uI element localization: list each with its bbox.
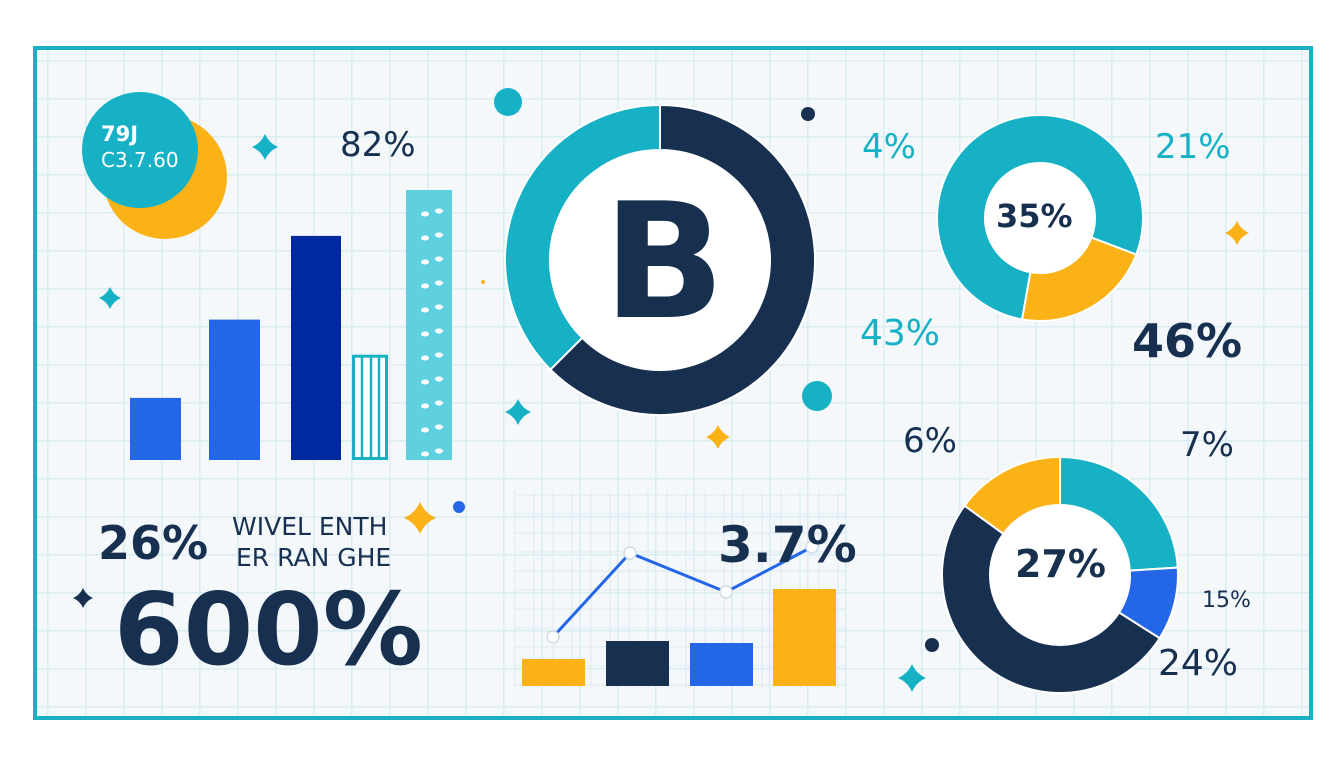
decor-dot — [801, 107, 815, 121]
donut-label-43: 43% — [860, 313, 941, 354]
bar-dot — [435, 208, 443, 214]
sparkle-icon — [99, 287, 121, 309]
bar-dot — [421, 427, 429, 433]
combo-bar-1 — [606, 641, 669, 686]
bar-dot — [421, 451, 429, 457]
bottom-right-donut-slice-2 — [941, 504, 1162, 694]
sparkle-icon — [505, 399, 531, 425]
sparkle-icon — [1225, 221, 1249, 245]
center-donut-hole — [551, 151, 769, 369]
decor-dot — [453, 501, 465, 513]
bottom-right-donut-slice-3 — [963, 455, 1061, 536]
bar-dot — [421, 379, 429, 385]
bottom-right-donut-hole — [991, 506, 1129, 644]
bar-dot — [421, 283, 429, 289]
sparkle-icon — [252, 134, 278, 160]
decor-circle — [494, 88, 522, 116]
bar-dot — [421, 403, 429, 409]
donut-center-letter: B — [603, 168, 725, 355]
bar-dot — [435, 280, 443, 286]
donut-label-24: 24% — [1158, 643, 1239, 684]
bar-0 — [130, 397, 181, 460]
bar-dot — [435, 424, 443, 430]
bar-dot — [435, 328, 443, 334]
donut-label-46: 46% — [1132, 314, 1243, 368]
combo-bar-3 — [773, 589, 836, 686]
bar-dot — [421, 307, 429, 313]
badge-line2: C3.7.60 — [101, 148, 179, 172]
decor-dot — [481, 280, 485, 284]
caption-line2: ER RAN GHE — [236, 543, 392, 572]
combo-line — [551, 545, 813, 639]
top-right-donut-hole — [986, 164, 1094, 272]
bar-dot — [435, 376, 443, 382]
combo-line-point-3 — [805, 540, 819, 554]
bar-dot — [421, 355, 429, 361]
bar-dot — [421, 259, 429, 265]
top-right-donut-slice-0 — [936, 114, 1144, 321]
combo-line-point-2 — [719, 585, 733, 599]
bar-dot — [435, 256, 443, 262]
stat-big: 600% — [114, 571, 423, 688]
decor-dot — [925, 638, 939, 652]
donut-label-6: 6% — [903, 421, 957, 461]
line-chart-label: 3.7% — [718, 516, 857, 574]
bar-2 — [291, 235, 341, 460]
combo-bar-0 — [522, 659, 585, 686]
sparkle-icon — [73, 588, 93, 608]
bar-dot — [421, 331, 429, 337]
top-right-donut-slice-1 — [1020, 236, 1138, 322]
center-donut-slice-0 — [548, 103, 816, 416]
caption-line1: WIVEL ENTH — [232, 512, 388, 541]
combo-line-point-1 — [623, 546, 637, 560]
bar-dot — [435, 304, 443, 310]
sparkle-icon — [706, 425, 730, 449]
donut-center-27: 27% — [1015, 542, 1106, 586]
bar-top-label: 82% — [340, 125, 416, 165]
bar-dot — [435, 232, 443, 238]
donut-label-15: 15% — [1202, 588, 1251, 613]
donut-center-35: 35% — [996, 197, 1073, 235]
bar-dot — [421, 211, 429, 217]
stat-small: 26% — [98, 516, 209, 570]
bar-dot — [435, 400, 443, 406]
bar-dot — [435, 352, 443, 358]
decor-circle — [802, 381, 832, 411]
combo-line-point-0 — [546, 630, 560, 644]
badge-line1: 79J — [101, 122, 139, 146]
donut-label-7: 7% — [1180, 425, 1234, 465]
badge-front-circle — [82, 92, 198, 208]
combo-bar-2 — [690, 643, 753, 686]
donut-label-4: 4% — [862, 127, 916, 167]
sparkle-icon — [898, 664, 926, 692]
donut-label-21: 21% — [1155, 127, 1231, 167]
bar-dot — [421, 235, 429, 241]
bar-dot — [435, 448, 443, 454]
center-donut-slice-1 — [503, 103, 661, 372]
sparkle-icon — [404, 502, 436, 534]
bar-4 — [406, 190, 452, 460]
bar-1 — [209, 319, 260, 460]
